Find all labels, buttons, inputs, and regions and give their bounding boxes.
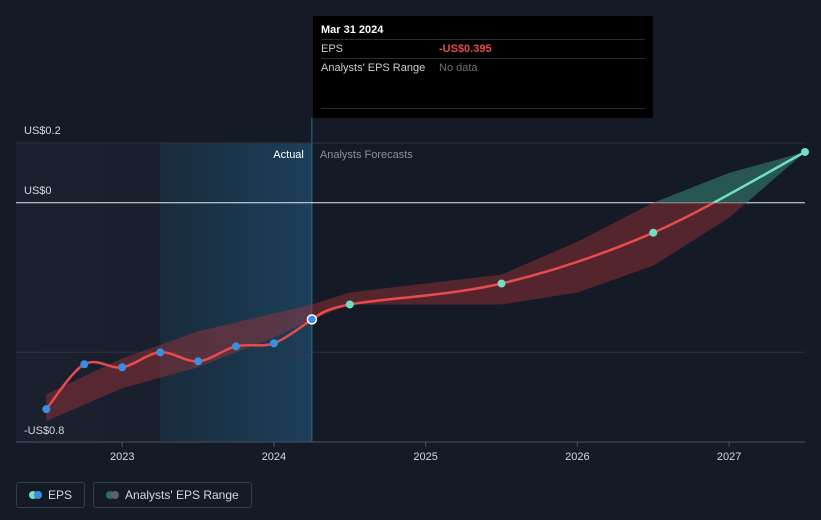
tooltip-range-row: Analysts' EPS Range No data [321,58,645,77]
y-tick-label: US$0.2 [24,125,61,137]
forecast-label: Analysts Forecasts [320,149,413,161]
eps-point-actual [306,314,318,325]
eps-dot-positive-icon [29,491,37,499]
eps-point-forecast [345,300,354,309]
tooltip-eps-label: EPS [321,43,344,55]
y-tick-label: -US$0.8 [24,425,64,437]
range-dot-positive-icon [106,491,115,499]
eps-swatch-icon [29,491,42,499]
highlight-region [160,143,312,442]
legend-range-label: Analysts' EPS Range [125,488,239,502]
eps-point-actual [156,348,165,357]
legend-eps-label: EPS [48,488,73,502]
eps-point-actual [232,342,241,351]
eps-point-actual [269,339,278,348]
eps-point-actual [118,363,127,372]
actual-label: Actual [273,149,304,161]
eps-line-forecast-positive [710,150,806,203]
x-tick-label: 2025 [413,451,437,463]
tooltip-divider [321,108,645,109]
range-band-negative [46,202,747,422]
tooltip-range-label: Analysts' EPS Range [321,62,426,74]
x-tick-label: 2024 [262,451,286,463]
y-tick-label: US$0 [24,185,52,197]
tooltip-date: Mar 31 2024 [321,24,384,36]
eps-point-forecast [497,279,506,288]
range-dot-icon [111,491,120,499]
tooltip: Mar 31 2024 EPS -US$0.395 Analysts' EPS … [313,16,653,118]
tooltip-eps-value: -US$0.395 [439,43,492,55]
tooltip-range-value: No data [439,62,478,74]
x-tick-label: 2023 [110,451,134,463]
eps-point-forecast [649,228,658,237]
eps-point-actual [42,405,51,414]
eps-point-actual [80,360,89,369]
x-tick-label: 2027 [717,451,741,463]
x-tick-label: 2026 [565,451,589,463]
legend: EPS Analysts' EPS Range [16,482,252,508]
past-region [16,143,161,442]
legend-range-button[interactable]: Analysts' EPS Range [93,482,252,508]
range-swatch-icon [106,491,120,499]
eps-point-actual [194,357,203,366]
tooltip-eps-row: EPS -US$0.395 [321,39,645,58]
legend-eps-button[interactable]: EPS [16,482,86,508]
eps-dot-actual-icon [34,491,42,499]
eps-point-forecast [801,147,809,156]
range-band-positive [653,152,805,203]
